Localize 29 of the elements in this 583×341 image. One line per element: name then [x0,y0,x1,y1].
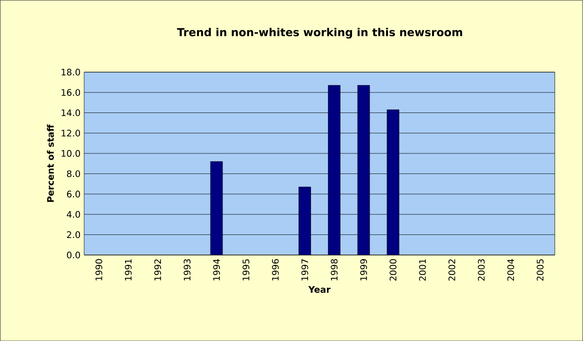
x-tick-label: 1999 [360,259,367,280]
x-tick-label: 1991 [124,259,132,280]
x-tick-label: 1995 [242,259,250,280]
x-tick-label: 1990 [95,259,102,280]
y-tick-label: 0.0 [66,252,80,258]
y-tick-label: 4.0 [66,210,80,218]
x-tick-label: 1997 [301,259,308,280]
y-tick-label: 6.0 [67,190,80,198]
x-tick-label: 2000 [390,259,396,281]
x-tick-label: 1994 [213,258,220,280]
x-tick-label: 1993 [184,259,190,280]
y-tick-label: 10.0 [62,150,80,157]
x-tick-label: 2001 [419,259,426,281]
y-axis-title: Percent of staff [46,124,54,202]
y-tick-label: 12.0 [62,130,80,136]
y-tick-label: 2.0 [67,231,80,238]
x-tick-label: 1998 [330,259,338,280]
y-tick-label: 18.0 [62,68,80,76]
x-tick-label: 2005 [536,259,544,281]
y-tick-label: 8.0 [66,170,80,178]
x-axis-title: Year [308,286,331,293]
x-tick-label: 1992 [154,259,162,280]
y-tick-label: 14.0 [62,109,80,116]
x-tick-label: 2002 [448,259,456,281]
x-tick-label: 2004 [507,258,514,281]
x-tick-label: 1996 [272,259,279,280]
y-tick-label: 16.0 [62,88,80,96]
x-tick-label: 2003 [478,259,485,281]
chart-title: Trend in non-whites working in this newsroom [177,28,462,38]
